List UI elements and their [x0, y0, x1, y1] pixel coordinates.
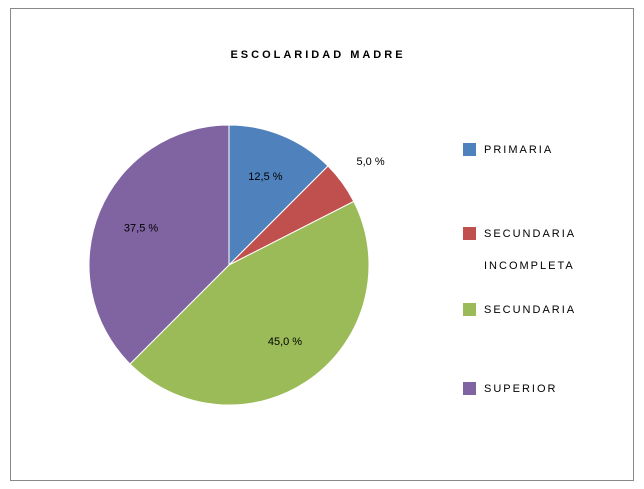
legend-swatch [463, 382, 476, 395]
pie-slice [129, 200, 370, 406]
legend-label: SECUNDARIA INCOMPLETA [484, 228, 576, 272]
legend-swatch [463, 303, 476, 316]
data-label: 5,0 % [357, 156, 385, 168]
legend-item: PRIMARIA [463, 143, 634, 166]
pie-slice [228, 124, 329, 267]
data-label: 45,0 % [268, 336, 302, 348]
legend-item: SECUNDARIA INCOMPLETA [463, 227, 634, 282]
legend-item: SECUNDARIA [463, 303, 634, 326]
legend-label: SECUNDARIA [484, 304, 577, 316]
chart-title: ESCOLARIDAD MADRE [230, 49, 405, 61]
data-label: 12,5 % [248, 171, 282, 183]
pie-slice [88, 124, 230, 365]
legend-swatch [463, 143, 476, 156]
legend-label: SUPERIOR [484, 383, 558, 395]
data-label: 37,5 % [124, 222, 158, 234]
legend-label: PRIMARIA [484, 144, 554, 156]
legend-swatch [463, 227, 476, 240]
legend-item: SUPERIOR [463, 382, 634, 405]
